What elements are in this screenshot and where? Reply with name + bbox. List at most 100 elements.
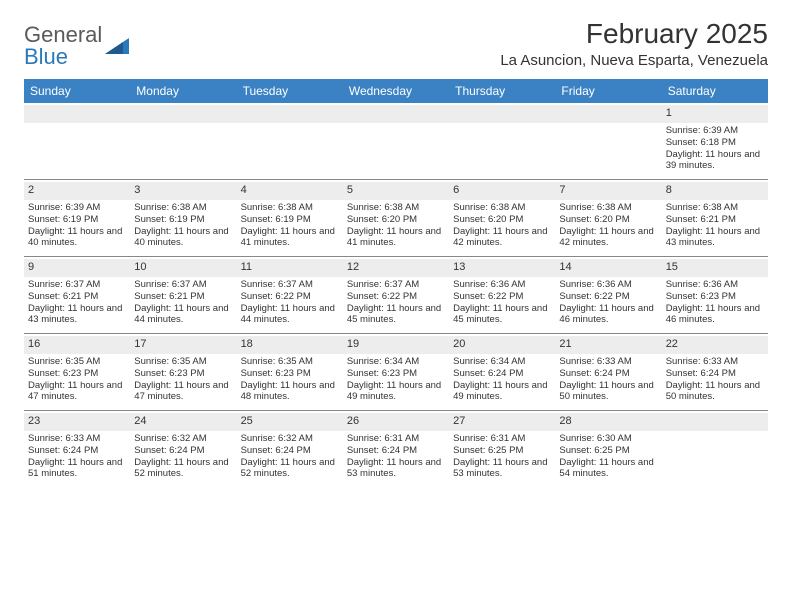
sunset-line: Sunset: 6:22 PM bbox=[559, 291, 657, 303]
calendar-cell: 24 Sunrise: 6:32 AMSunset: 6:24 PMDayligh… bbox=[130, 411, 236, 487]
sunset-line: Sunset: 6:19 PM bbox=[28, 214, 126, 226]
day-number bbox=[662, 413, 768, 431]
day-number: 20 bbox=[449, 336, 555, 354]
sunset-line: Sunset: 6:24 PM bbox=[134, 445, 232, 457]
calendar-cell: 10Sunrise: 6:37 AMSunset: 6:21 PMDayligh… bbox=[130, 257, 236, 333]
daylight-line: Daylight: 11 hours and 48 minutes. bbox=[241, 380, 339, 404]
calendar-cell: 1Sunrise: 6:39 AMSunset: 6:18 PMDaylight… bbox=[662, 103, 768, 179]
calendar-cell: 8Sunrise: 6:38 AMSunset: 6:21 PMDaylight… bbox=[662, 180, 768, 256]
cell-content: Sunrise: 6:38 AMSunset: 6:19 PMDaylight:… bbox=[134, 202, 232, 250]
day-number: 7 bbox=[555, 182, 661, 200]
calendar-cell: 7 Sunrise: 6:38 AMSunset: 6:20 PMDaylight… bbox=[555, 180, 661, 256]
calendar-cell: 20Sunrise: 6:34 AMSunset: 6:24 PMDayligh… bbox=[449, 334, 555, 410]
calendar-cell: 16 Sunrise: 6:35 AMSunset: 6:23 PMDayligh… bbox=[24, 334, 130, 410]
sunset-line: Sunset: 6:23 PM bbox=[241, 368, 339, 380]
day-number: 12 bbox=[343, 259, 449, 277]
sunset-line: Sunset: 6:18 PM bbox=[666, 137, 764, 149]
day-number: 27 bbox=[449, 413, 555, 431]
sunrise-line: Sunrise: 6:36 AM bbox=[666, 279, 764, 291]
day-number: 22 bbox=[662, 336, 768, 354]
sunrise-line: Sunrise: 6:33 AM bbox=[559, 356, 657, 368]
cell-content: Sunrise: 6:35 AMSunset: 6:23 PMDaylight:… bbox=[28, 356, 126, 404]
calendar-cell: 15Sunrise: 6:36 AMSunset: 6:23 PMDayligh… bbox=[662, 257, 768, 333]
sunset-line: Sunset: 6:19 PM bbox=[134, 214, 232, 226]
daylight-line: Daylight: 11 hours and 44 minutes. bbox=[134, 303, 232, 327]
cell-content: Sunrise: 6:38 AMSunset: 6:20 PMDaylight:… bbox=[559, 202, 657, 250]
sunrise-line: Sunrise: 6:37 AM bbox=[347, 279, 445, 291]
calendar-cell bbox=[24, 103, 130, 179]
sunrise-line: Sunrise: 6:37 AM bbox=[241, 279, 339, 291]
sunset-line: Sunset: 6:19 PM bbox=[241, 214, 339, 226]
daylight-line: Daylight: 11 hours and 49 minutes. bbox=[347, 380, 445, 404]
sunrise-line: Sunrise: 6:36 AM bbox=[453, 279, 551, 291]
week-row: 9Sunrise: 6:37 AMSunset: 6:21 PMDaylight… bbox=[24, 257, 768, 334]
daylight-line: Daylight: 11 hours and 42 minutes. bbox=[559, 226, 657, 250]
cell-content: Sunrise: 6:36 AMSunset: 6:22 PMDaylight:… bbox=[559, 279, 657, 327]
calendar: SundayMondayTuesdayWednesdayThursdayFrid… bbox=[24, 79, 768, 487]
daylight-line: Daylight: 11 hours and 45 minutes. bbox=[453, 303, 551, 327]
sunset-line: Sunset: 6:21 PM bbox=[666, 214, 764, 226]
logo-triangle-icon bbox=[105, 36, 133, 58]
sunrise-line: Sunrise: 6:33 AM bbox=[28, 433, 126, 445]
calendar-cell: 14Sunrise: 6:36 AMSunset: 6:22 PMDayligh… bbox=[555, 257, 661, 333]
sunset-line: Sunset: 6:23 PM bbox=[28, 368, 126, 380]
day-number bbox=[130, 105, 236, 123]
sunrise-line: Sunrise: 6:32 AM bbox=[241, 433, 339, 445]
cell-content: Sunrise: 6:38 AMSunset: 6:19 PMDaylight:… bbox=[241, 202, 339, 250]
daylight-line: Daylight: 11 hours and 42 minutes. bbox=[453, 226, 551, 250]
cell-content: Sunrise: 6:36 AMSunset: 6:22 PMDaylight:… bbox=[453, 279, 551, 327]
sunset-line: Sunset: 6:21 PM bbox=[28, 291, 126, 303]
daylight-line: Daylight: 11 hours and 39 minutes. bbox=[666, 149, 764, 173]
daylight-line: Daylight: 11 hours and 54 minutes. bbox=[559, 457, 657, 481]
cell-content: Sunrise: 6:35 AMSunset: 6:23 PMDaylight:… bbox=[241, 356, 339, 404]
day-header-cell: Wednesday bbox=[343, 79, 449, 103]
cell-content: Sunrise: 6:32 AMSunset: 6:24 PMDaylight:… bbox=[134, 433, 232, 481]
week-row: 2Sunrise: 6:39 AMSunset: 6:19 PMDaylight… bbox=[24, 180, 768, 257]
week-row: 1Sunrise: 6:39 AMSunset: 6:18 PMDaylight… bbox=[24, 103, 768, 180]
calendar-cell: 17Sunrise: 6:35 AMSunset: 6:23 PMDayligh… bbox=[130, 334, 236, 410]
sunset-line: Sunset: 6:25 PM bbox=[559, 445, 657, 457]
day-number: 6 bbox=[449, 182, 555, 200]
daylight-line: Daylight: 11 hours and 41 minutes. bbox=[347, 226, 445, 250]
daylight-line: Daylight: 11 hours and 46 minutes. bbox=[666, 303, 764, 327]
daylight-line: Daylight: 11 hours and 44 minutes. bbox=[241, 303, 339, 327]
day-number bbox=[24, 105, 130, 123]
day-number: 18 bbox=[237, 336, 343, 354]
day-number: 24 bbox=[130, 413, 236, 431]
calendar-cell: 21Sunrise: 6:33 AMSunset: 6:24 PMDayligh… bbox=[555, 334, 661, 410]
cell-content: Sunrise: 6:39 AMSunset: 6:18 PMDaylight:… bbox=[666, 125, 764, 173]
cell-content: Sunrise: 6:37 AMSunset: 6:22 PMDaylight:… bbox=[347, 279, 445, 327]
sunrise-line: Sunrise: 6:35 AM bbox=[28, 356, 126, 368]
cell-content: Sunrise: 6:33 AMSunset: 6:24 PMDaylight:… bbox=[559, 356, 657, 404]
cell-content: Sunrise: 6:39 AMSunset: 6:19 PMDaylight:… bbox=[28, 202, 126, 250]
sunset-line: Sunset: 6:23 PM bbox=[134, 368, 232, 380]
sunrise-line: Sunrise: 6:37 AM bbox=[28, 279, 126, 291]
cell-content: Sunrise: 6:38 AMSunset: 6:21 PMDaylight:… bbox=[666, 202, 764, 250]
calendar-cell: 2Sunrise: 6:39 AMSunset: 6:19 PMDaylight… bbox=[24, 180, 130, 256]
sunset-line: Sunset: 6:23 PM bbox=[347, 368, 445, 380]
sunrise-line: Sunrise: 6:38 AM bbox=[666, 202, 764, 214]
calendar-cell: 25Sunrise: 6:32 AMSunset: 6:24 PMDayligh… bbox=[237, 411, 343, 487]
sunset-line: Sunset: 6:24 PM bbox=[28, 445, 126, 457]
calendar-cell: 11Sunrise: 6:37 AMSunset: 6:22 PMDayligh… bbox=[237, 257, 343, 333]
daylight-line: Daylight: 11 hours and 46 minutes. bbox=[559, 303, 657, 327]
sunset-line: Sunset: 6:24 PM bbox=[241, 445, 339, 457]
logo-text: General Blue bbox=[24, 24, 102, 68]
cell-content: Sunrise: 6:30 AMSunset: 6:25 PMDaylight:… bbox=[559, 433, 657, 481]
sunrise-line: Sunrise: 6:31 AM bbox=[453, 433, 551, 445]
day-number bbox=[449, 105, 555, 123]
day-number: 16 bbox=[24, 336, 130, 354]
cell-content: Sunrise: 6:36 AMSunset: 6:23 PMDaylight:… bbox=[666, 279, 764, 327]
title-block: February 2025 La Asuncion, Nueva Esparta… bbox=[500, 18, 768, 69]
daylight-line: Daylight: 11 hours and 53 minutes. bbox=[453, 457, 551, 481]
sunset-line: Sunset: 6:22 PM bbox=[453, 291, 551, 303]
calendar-cell: 18 Sunrise: 6:35 AMSunset: 6:23 PMDayligh… bbox=[237, 334, 343, 410]
calendar-cell: 28Sunrise: 6:30 AMSunset: 6:25 PMDayligh… bbox=[555, 411, 661, 487]
sunset-line: Sunset: 6:21 PM bbox=[134, 291, 232, 303]
day-number: 11 bbox=[237, 259, 343, 277]
location-text: La Asuncion, Nueva Esparta, Venezuela bbox=[500, 52, 768, 69]
month-title: February 2025 bbox=[500, 18, 768, 50]
cell-content: Sunrise: 6:35 AMSunset: 6:23 PMDaylight:… bbox=[134, 356, 232, 404]
day-number: 26 bbox=[343, 413, 449, 431]
header: General Blue February 2025 La Asuncion, … bbox=[24, 18, 768, 69]
